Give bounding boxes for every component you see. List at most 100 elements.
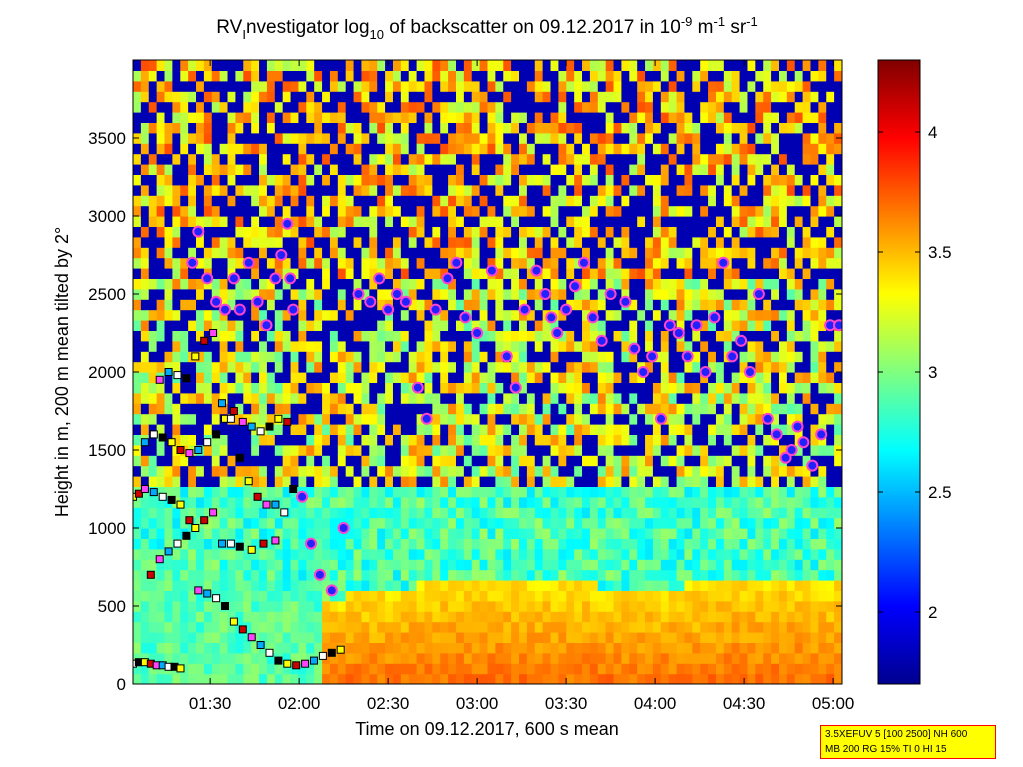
heatmap-cell: [329, 153, 339, 165]
heatmap-cell: [519, 122, 528, 134]
heatmap-cell: [566, 351, 575, 363]
heatmap-cell: [448, 309, 457, 321]
heatmap-cell: [180, 132, 189, 144]
heatmap-cell: [227, 184, 237, 196]
heatmap-cell: [471, 496, 481, 508]
heatmap-cell: [550, 70, 559, 82]
heatmap-cell: [274, 320, 284, 331]
heatmap-cell: [408, 465, 418, 477]
heatmap-cell: [148, 434, 158, 446]
heatmap-cell: [432, 361, 441, 373]
heatmap-cell: [322, 424, 331, 435]
heatmap-cell: [574, 548, 583, 560]
heatmap-cell: [739, 278, 749, 290]
heatmap-cell: [227, 632, 237, 643]
heatmap-cell: [377, 205, 386, 217]
heatmap-cell: [361, 621, 370, 633]
heatmap-cell: [676, 548, 686, 560]
heatmap-cell: [156, 611, 166, 623]
heatmap-cell: [503, 507, 512, 519]
heatmap-cell: [377, 507, 386, 519]
heatmap-cell: [156, 174, 166, 186]
heatmap-cell: [196, 247, 205, 259]
heatmap-cell: [266, 70, 276, 82]
heatmap-cell: [542, 226, 552, 238]
heatmap-cell: [148, 517, 158, 529]
heatmap-cell: [455, 424, 465, 435]
heatmap-cell: [534, 434, 544, 446]
heatmap-cell: [479, 434, 489, 446]
heatmap-cell: [629, 91, 638, 103]
heatmap-cell: [227, 174, 237, 186]
heatmap-cell: [164, 122, 173, 134]
heatmap-cell: [684, 538, 693, 550]
heatmap-cell: [164, 299, 173, 311]
heatmap-cell: [550, 455, 559, 467]
heatmap-cell: [621, 465, 630, 477]
heatmap-cell: [322, 195, 331, 207]
heatmap-cell: [369, 424, 378, 435]
heatmap-cell: [448, 580, 457, 591]
heatmap-cell: [133, 226, 142, 238]
heatmap-cell: [424, 663, 433, 675]
heatmap-cell: [219, 382, 229, 394]
heatmap-cell: [558, 236, 567, 248]
heatmap-cell: [156, 580, 166, 591]
heatmap-cell: [778, 528, 788, 539]
heatmap-cell: [487, 392, 496, 404]
heatmap-cell: [676, 247, 686, 259]
heatmap-cell: [211, 465, 221, 477]
heatmap-cell: [739, 101, 749, 113]
heatmap-cell: [574, 642, 583, 654]
heatmap-cell: [637, 340, 646, 352]
heatmap-cell: [629, 372, 638, 383]
heatmap-cell: [463, 101, 473, 113]
heatmap-cell: [306, 403, 315, 415]
heatmap-cell: [786, 559, 796, 571]
heatmap-cell: [322, 164, 331, 175]
heatmap-cell: [574, 673, 583, 684]
heatmap-cell: [652, 600, 662, 612]
heatmap-cell: [203, 143, 213, 155]
heatmap-cell: [526, 195, 536, 207]
heatmap-cell: [771, 413, 780, 425]
heatmap-cell: [243, 424, 252, 435]
heatmap-cell: [605, 569, 615, 581]
heatmap-cell: [495, 663, 504, 675]
heatmap-cell: [164, 580, 173, 591]
heatmap-cell: [708, 559, 717, 571]
heatmap-cell: [495, 143, 504, 155]
heatmap-cell: [180, 538, 189, 550]
heatmap-cell: [526, 413, 536, 425]
heatmap-cell: [306, 340, 315, 352]
heatmap-cell: [550, 496, 559, 508]
heatmap-cell: [645, 216, 654, 227]
heatmap-cell: [282, 392, 292, 404]
heatmap-cell: [251, 330, 260, 342]
heatmap-cell: [440, 195, 449, 207]
heatmap-cell: [534, 309, 544, 321]
heatmap-cell: [455, 91, 465, 103]
heatmap-cell: [266, 143, 276, 155]
heatmap-cell: [534, 184, 544, 196]
heatmap-cell: [337, 112, 347, 123]
heatmap-cell: [266, 247, 276, 259]
heatmap-cell: [133, 247, 142, 259]
heatmap-cell: [298, 164, 307, 175]
heatmap-cell: [487, 216, 496, 227]
heatmap-cell: [290, 91, 300, 103]
heatmap-cell: [227, 132, 237, 144]
heatmap-cell: [566, 517, 575, 529]
heatmap-cell: [243, 652, 252, 664]
heatmap-cell: [266, 205, 276, 217]
heatmap-cell: [582, 247, 591, 259]
heatmap-cell: [440, 330, 449, 342]
heatmap-cell: [203, 507, 213, 519]
heatmap-cell: [542, 70, 552, 82]
heatmap-cell: [629, 569, 638, 581]
heatmap-cell: [322, 600, 331, 612]
heatmap-cell: [589, 434, 599, 446]
heatmap-cell: [471, 143, 481, 155]
heatmap-cell: [400, 101, 410, 113]
heatmap-cell: [251, 278, 260, 290]
